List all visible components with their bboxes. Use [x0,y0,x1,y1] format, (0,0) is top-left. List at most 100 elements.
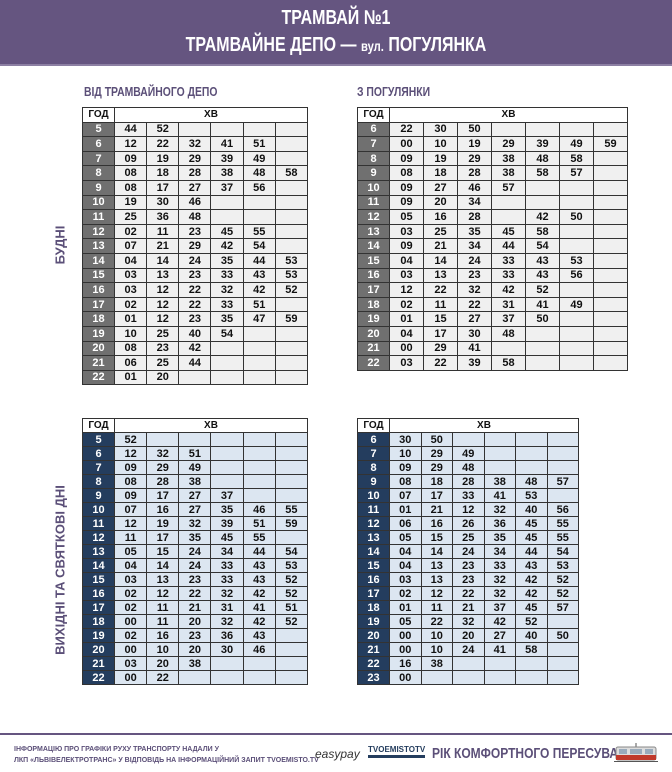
minute-cell: 33 [483,558,516,573]
hour-cell: 11 [357,194,390,211]
minute-cell: 19 [146,150,180,167]
minute-cell: 16 [146,502,180,517]
tvoemisto-logo: TVOEMISTOTV [368,745,426,758]
hour-cell: 13 [82,238,115,254]
table-row: 10 19 30 46 [82,194,309,211]
route-title: ТРАМВАЙ №1 [281,7,391,29]
minute-cell [559,311,594,327]
minute-cell: 02 [113,628,148,643]
minute-cell: 32 [483,502,516,517]
hour-header: ГОД [357,107,390,123]
hour-cell: 17 [82,296,115,313]
minute-cell: 16 [389,656,422,671]
minutes-header: ХВ [389,107,628,123]
minute-cell: 43 [515,558,548,573]
minute-cell: 10 [420,628,453,643]
note-line-2: ЛКП «ЛЬВІВЕЛЕКТРОТРАНС» У ВІДПОВІДЬ НА І… [14,757,319,764]
minute-cell: 53 [559,252,594,269]
minute-cell: 42 [525,209,560,225]
minute-cell [452,670,485,685]
minute-cell: 41 [242,600,276,615]
minute-cell: 01 [389,600,422,615]
minute-cell: 13 [420,572,453,587]
hour-cell: 14 [357,238,390,254]
minute-cell [515,656,548,671]
hour-header: ГОД [82,418,115,433]
minute-cell: 12 [146,282,180,298]
table-row: 19 05 22 32 42 52 [357,614,579,629]
minute-cell: 41 [457,340,492,357]
minute-cell: 10 [423,136,458,152]
minute-cell: 14 [146,252,180,269]
minute-cell: 10 [113,325,148,342]
minute-cell: 22 [178,586,212,601]
minute-cell: 32 [457,282,492,298]
minute-cell: 04 [113,252,148,269]
hour-cell: 21 [82,355,115,371]
minute-cell: 25 [452,530,485,545]
table-row: 11 09 20 34 [357,194,628,211]
data-source-note: ІНФОРМАЦІЮ ПРО ГРАФІКИ РУХУ ТРАНСПОРТУ Н… [14,744,319,766]
minute-cell [559,194,594,211]
table-row: 9 08 18 28 38 48 57 [357,474,579,489]
minute-cell: 03 [113,572,148,587]
minute-cell: 56 [559,267,594,284]
minute-cell: 08 [113,179,148,196]
minute-cell: 22 [423,282,458,298]
table-row: 11 25 36 48 [82,209,309,225]
table-row: 7 10 29 49 [357,446,579,461]
minute-cell [210,670,244,685]
minute-cell [274,369,309,386]
minute-cell [593,340,628,357]
minute-cell: 00 [113,642,148,657]
minute-cell [274,223,309,240]
minute-cell: 09 [113,488,148,503]
minute-cell: 25 [146,355,180,371]
minute-cell [210,474,244,489]
hour-cell: 6 [82,136,115,152]
hour-cell: 10 [357,488,390,503]
minute-cell: 52 [274,572,309,587]
hour-cell: 16 [357,572,390,587]
hour-cell: 13 [357,530,390,545]
hour-cell: 11 [82,516,115,531]
minute-cell [593,267,628,284]
minute-cell: 09 [389,460,422,475]
route-from: ТРАМВАЙНЕ ДЕПО — [185,34,357,56]
minute-cell: 54 [274,544,309,559]
table-row: 17 02 12 22 33 51 [82,296,309,313]
table-row: 10 07 16 27 35 46 55 [82,502,309,517]
minute-cell [593,238,628,254]
minute-cell: 20 [178,614,212,629]
minute-cell: 19 [457,136,492,152]
minute-cell [274,238,309,254]
minute-cell [483,432,516,447]
table-row: 19 10 25 40 54 [82,325,309,342]
minute-cell: 22 [389,121,424,138]
minute-cell: 42 [242,282,276,298]
minute-cell: 52 [515,614,548,629]
minute-cell [491,194,526,211]
minute-cell [491,121,526,138]
minute-cell: 10 [389,446,422,461]
minute-cell [483,656,516,671]
minute-cell: 37 [210,488,244,503]
minute-cell [515,432,548,447]
minutes-header: ХВ [114,107,308,123]
minute-cell: 11 [146,223,180,240]
minute-cell: 18 [423,165,458,181]
minute-cell: 10 [420,642,453,657]
minute-cell: 05 [389,209,424,225]
table-row: 17 12 22 32 42 52 [357,282,628,298]
table-row: 14 04 14 24 33 43 53 [82,558,309,573]
hour-cell: 6 [82,446,115,461]
hour-header: ГОД [357,418,390,433]
minute-cell [210,121,244,138]
minute-cell: 10 [146,642,180,657]
minute-cell [210,369,244,386]
minute-cell: 35 [457,223,492,240]
minute-cell: 46 [242,642,276,657]
minute-cell: 04 [389,544,422,559]
minute-cell: 29 [491,136,526,152]
minute-cell [274,150,309,167]
